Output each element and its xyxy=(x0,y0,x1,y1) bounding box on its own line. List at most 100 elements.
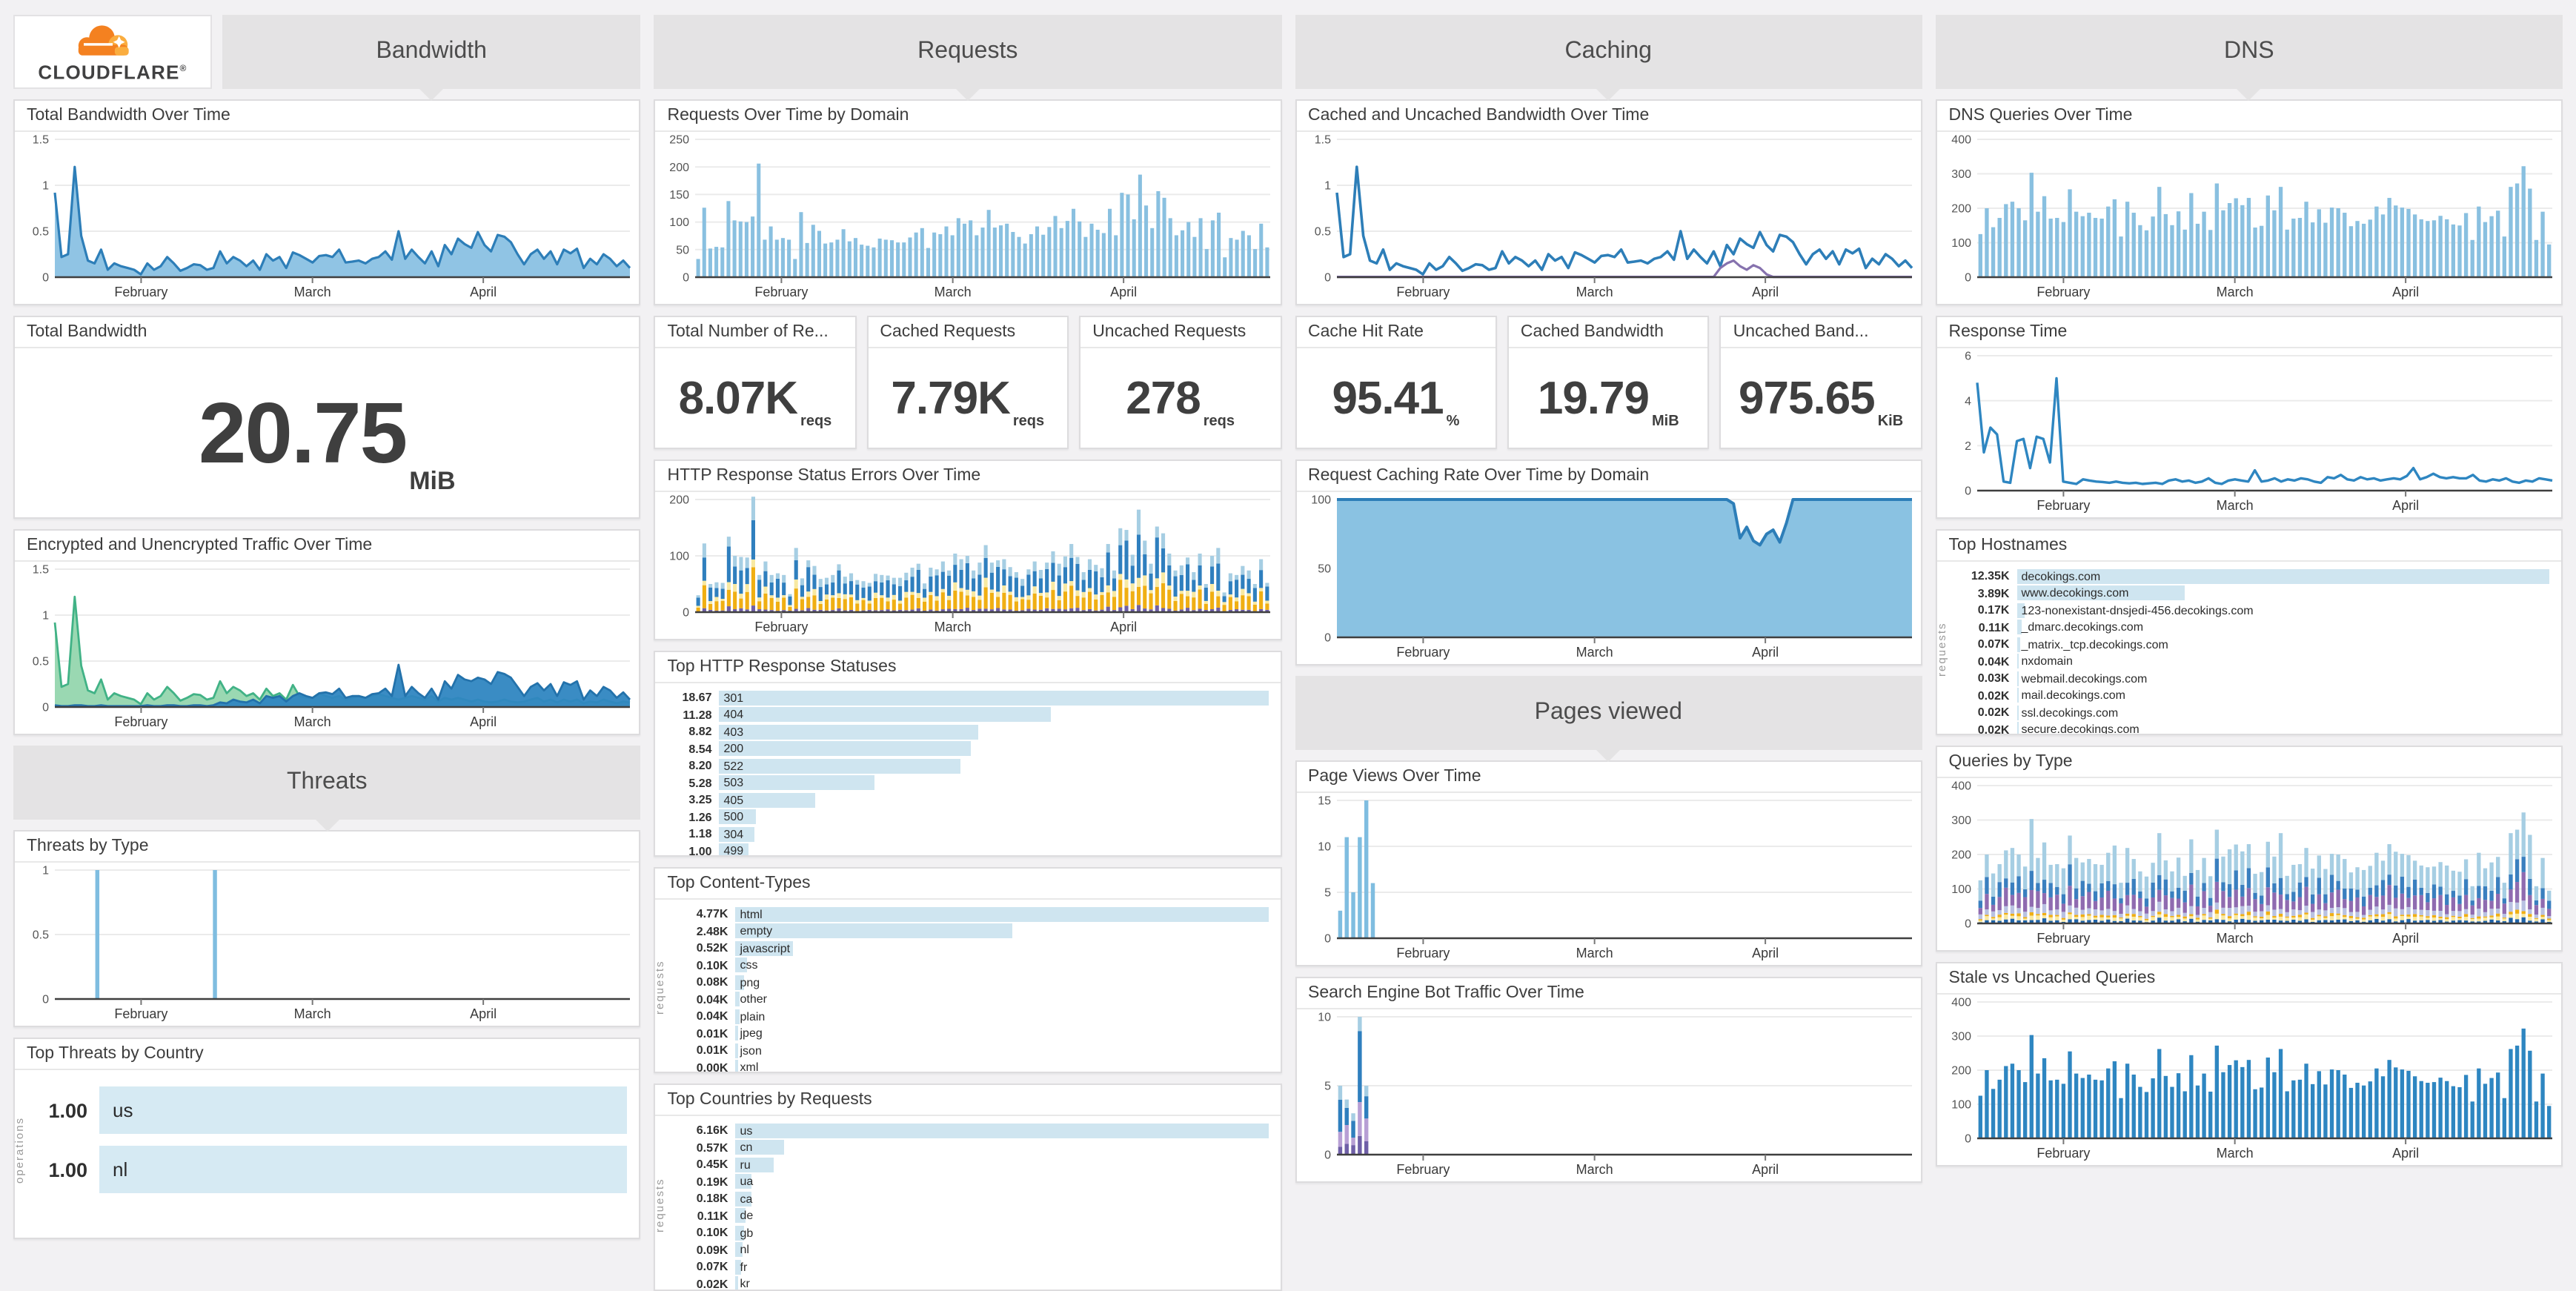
list-row-label: 301 xyxy=(723,691,744,704)
card-title: Top Countries by Requests xyxy=(655,1085,1280,1116)
card-cached-bandwidth-stat: Cached Bandwidth 19.79 MiB xyxy=(1507,316,1710,449)
total-bandwidth-over-time-chart[interactable]: 0 0.5 1 1.5 February March April xyxy=(15,132,640,304)
list-row-value: 3.25 xyxy=(688,793,712,806)
list-row-value: 1.26 xyxy=(688,810,712,823)
list-row-value: 1.00 xyxy=(688,844,712,855)
list-row-label: png xyxy=(740,975,760,989)
list-row-value: 5.28 xyxy=(688,776,712,789)
cloudflare-wordmark: CLOUDFLARE® xyxy=(38,62,187,84)
svg-text:0: 0 xyxy=(1965,918,1971,931)
uncached-bandwidth-value: 975.65 KiB xyxy=(1739,371,1904,430)
svg-text:5: 5 xyxy=(1324,887,1330,900)
svg-text:February: February xyxy=(114,285,167,299)
svg-text:400: 400 xyxy=(1951,780,1971,793)
list-row: 0.01K jpeg xyxy=(675,1026,1269,1041)
threats-by-type-chart[interactable]: 0 0.5 1 February March April xyxy=(15,863,640,1026)
list-row-value: 0.01K xyxy=(696,1026,728,1040)
list-row-value: 0.10K xyxy=(696,1226,728,1239)
list-row-value: 11.28 xyxy=(683,708,712,721)
queries-by-type-chart[interactable]: 0 100 200 300 400 February March April xyxy=(1937,778,2562,950)
card-title: Threats by Type xyxy=(15,832,640,863)
http-errors-chart[interactable]: 0 100 200 February March April xyxy=(656,492,1281,639)
card-uncached-bandwidth-stat: Uncached Band... 975.65 KiB xyxy=(1719,316,1922,449)
dns-queries-chart[interactable]: 0 100 200 300 400 February March April xyxy=(1937,132,2562,304)
card-title: Cached and Uncached Bandwidth Over Time xyxy=(1296,101,1921,132)
list-row: 0.07K _matrix._tcp.decokings.com xyxy=(1956,637,2550,651)
list-row-label: de xyxy=(740,1209,754,1222)
list-row: 0.52K javascript xyxy=(675,940,1269,955)
list-row-bar xyxy=(719,758,960,773)
card-total-bandwidth-over-time: Total Bandwidth Over Time 0 0.5 1 1.5 Februa… xyxy=(13,99,641,305)
list-row: 0.19K ua xyxy=(675,1174,1269,1189)
list-row-bar xyxy=(735,1276,738,1290)
list-row-bar xyxy=(735,958,747,972)
list-row-value: 2.48K xyxy=(696,924,728,937)
svg-text:April: April xyxy=(2392,498,2419,513)
top-hostnames-list: requests 12.35K decokings.com 3.89K www.deco… xyxy=(1937,562,2562,734)
page-views-chart[interactable]: 0 5 10 15 February March April xyxy=(1296,793,1921,965)
svg-text:February: February xyxy=(1395,946,1449,960)
list-row: 0.03K webmail.decokings.com xyxy=(1956,671,2550,686)
svg-text:1.5: 1.5 xyxy=(33,134,49,147)
list-row-bar xyxy=(735,1123,1268,1138)
list-row: 6.16K us xyxy=(675,1123,1268,1138)
svg-text:200: 200 xyxy=(670,162,690,174)
list-row-value: 1.18 xyxy=(688,827,712,840)
card-title: Requests Over Time by Domain xyxy=(655,101,1280,132)
encrypted-traffic-chart[interactable]: 0 0.5 1 1.5 February March April xyxy=(15,562,640,734)
list-row: 0.09K nl xyxy=(675,1242,1269,1257)
svg-text:100: 100 xyxy=(1951,237,1971,250)
section-header-caching: Caching xyxy=(1295,15,1922,101)
list-row-value: 0.19K xyxy=(696,1175,728,1188)
svg-text:February: February xyxy=(1395,1162,1449,1177)
list-row-bar xyxy=(719,826,754,841)
svg-text:February: February xyxy=(114,714,167,729)
svg-text:March: March xyxy=(1576,946,1613,960)
requests-over-time-chart[interactable]: 0 50 100 150 200 250 February March April xyxy=(656,132,1281,304)
cached-uncached-bandwidth-chart[interactable]: 0 0.5 1 1.5 February March April xyxy=(1296,132,1921,304)
card-bot-traffic: Search Engine Bot Traffic Over Time 0 5 10… xyxy=(1295,977,1922,1183)
card-dns-queries: DNS Queries Over Time 0 100 200 300 400 Febru… xyxy=(1935,99,2563,305)
card-title: Top Content-Types xyxy=(655,869,1280,900)
list-row: 0.02K mail.decokings.com xyxy=(1956,688,2550,703)
svg-text:250: 250 xyxy=(670,134,690,147)
list-row: 8.82 403 xyxy=(659,724,1269,739)
total-bandwidth-value: 20.75 MiB xyxy=(198,385,456,495)
list-row-bar xyxy=(2016,688,2019,703)
svg-text:50: 50 xyxy=(677,244,690,256)
svg-text:March: March xyxy=(935,285,972,299)
stale-uncached-queries-chart[interactable]: 0 100 200 300 400 February March April xyxy=(1937,995,2562,1165)
request-caching-rate-chart[interactable]: 0 50 100 February March April xyxy=(1296,492,1921,664)
list-row: 12.35K decokings.com xyxy=(1956,568,2549,583)
list-row-value: 0.02K xyxy=(1977,688,2010,702)
bot-traffic-chart[interactable]: 0 5 10 February March April xyxy=(1296,1009,1921,1181)
list-row-label: us xyxy=(740,1124,753,1137)
list-axis-label: operations xyxy=(15,1115,26,1183)
svg-text:April: April xyxy=(2392,1146,2419,1161)
list-row: 3.89K www.decokings.com xyxy=(1956,585,2550,600)
list-row: 8.20 522 xyxy=(659,758,1269,773)
cached-bandwidth-value: 19.79 MiB xyxy=(1537,371,1679,430)
response-time-chart[interactable]: 0 2 4 6 February March April xyxy=(1937,348,2562,517)
list-row-value: 1.00 xyxy=(48,1099,87,1121)
list-row-label: www.decokings.com xyxy=(2021,586,2129,600)
list-row-label: gb xyxy=(740,1226,754,1239)
card-title: Stale vs Uncached Queries xyxy=(1936,963,2561,995)
list-row-bar xyxy=(735,1191,751,1206)
list-row-label: 503 xyxy=(723,776,744,789)
cache-hit-rate-value: 95.41% xyxy=(1332,371,1460,430)
list-row-label: 500 xyxy=(723,810,744,823)
list-row-bar xyxy=(735,923,1013,938)
svg-text:0: 0 xyxy=(42,272,49,285)
list-row-bar xyxy=(735,1060,738,1072)
svg-text:0: 0 xyxy=(1324,632,1330,645)
top-threats-by-country-list: operations 1.00 us 1.00 nl xyxy=(15,1070,640,1238)
section-header-dns: DNS xyxy=(1935,15,2563,101)
list-row-bar xyxy=(735,1026,738,1041)
list-row-value: 0.45K xyxy=(696,1158,728,1171)
list-row-value: 0.04K xyxy=(696,992,728,1006)
card-title: Top HTTP Response Statuses xyxy=(655,652,1280,683)
svg-text:100: 100 xyxy=(1310,494,1330,507)
list-row-label: json xyxy=(740,1043,762,1057)
card-encrypted-traffic: Encrypted and Unencrypted Traffic Over T… xyxy=(13,529,641,735)
